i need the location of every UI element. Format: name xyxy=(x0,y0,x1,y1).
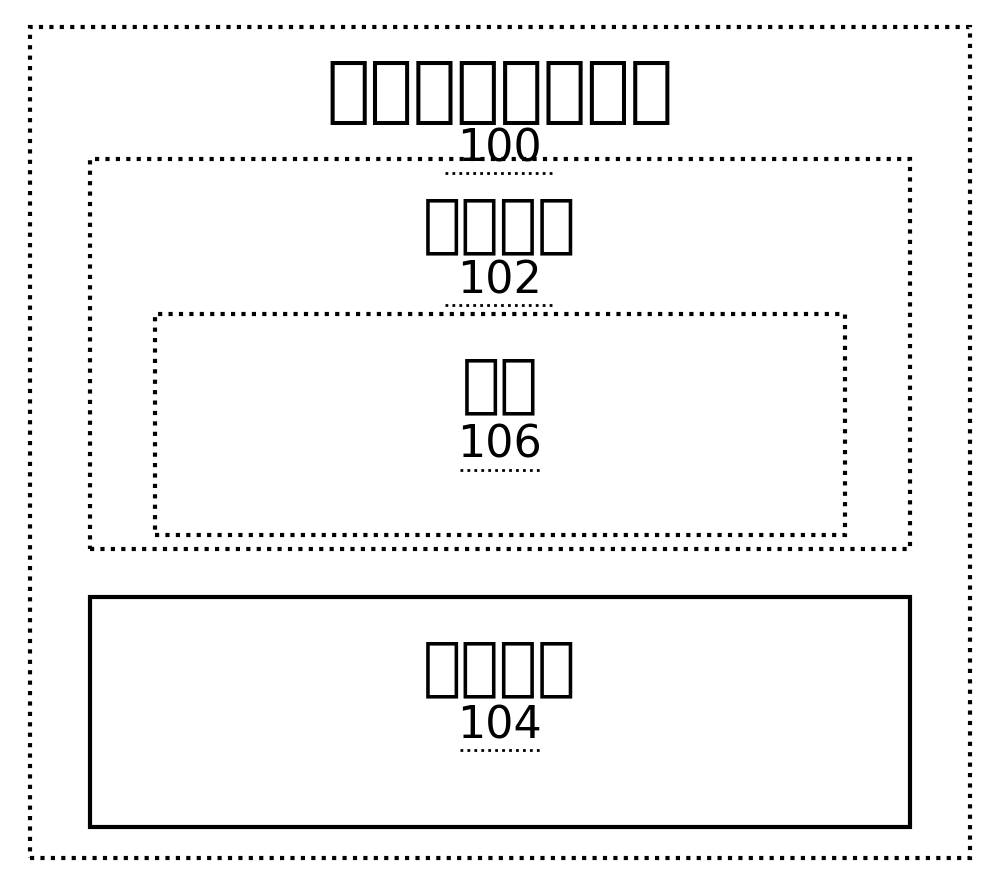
Bar xyxy=(155,314,845,535)
Text: 104: 104 xyxy=(458,704,542,747)
Text: 组织接触检测系统: 组织接触检测系统 xyxy=(326,58,674,127)
Text: 106: 106 xyxy=(458,424,542,466)
Bar xyxy=(90,597,910,827)
Text: 指令: 指令 xyxy=(462,354,538,416)
Text: 处理设施: 处理设施 xyxy=(423,637,577,699)
Text: 存储设施: 存储设施 xyxy=(423,195,577,257)
Bar xyxy=(90,159,910,549)
Text: 100: 100 xyxy=(458,127,542,170)
Text: 102: 102 xyxy=(458,259,542,302)
